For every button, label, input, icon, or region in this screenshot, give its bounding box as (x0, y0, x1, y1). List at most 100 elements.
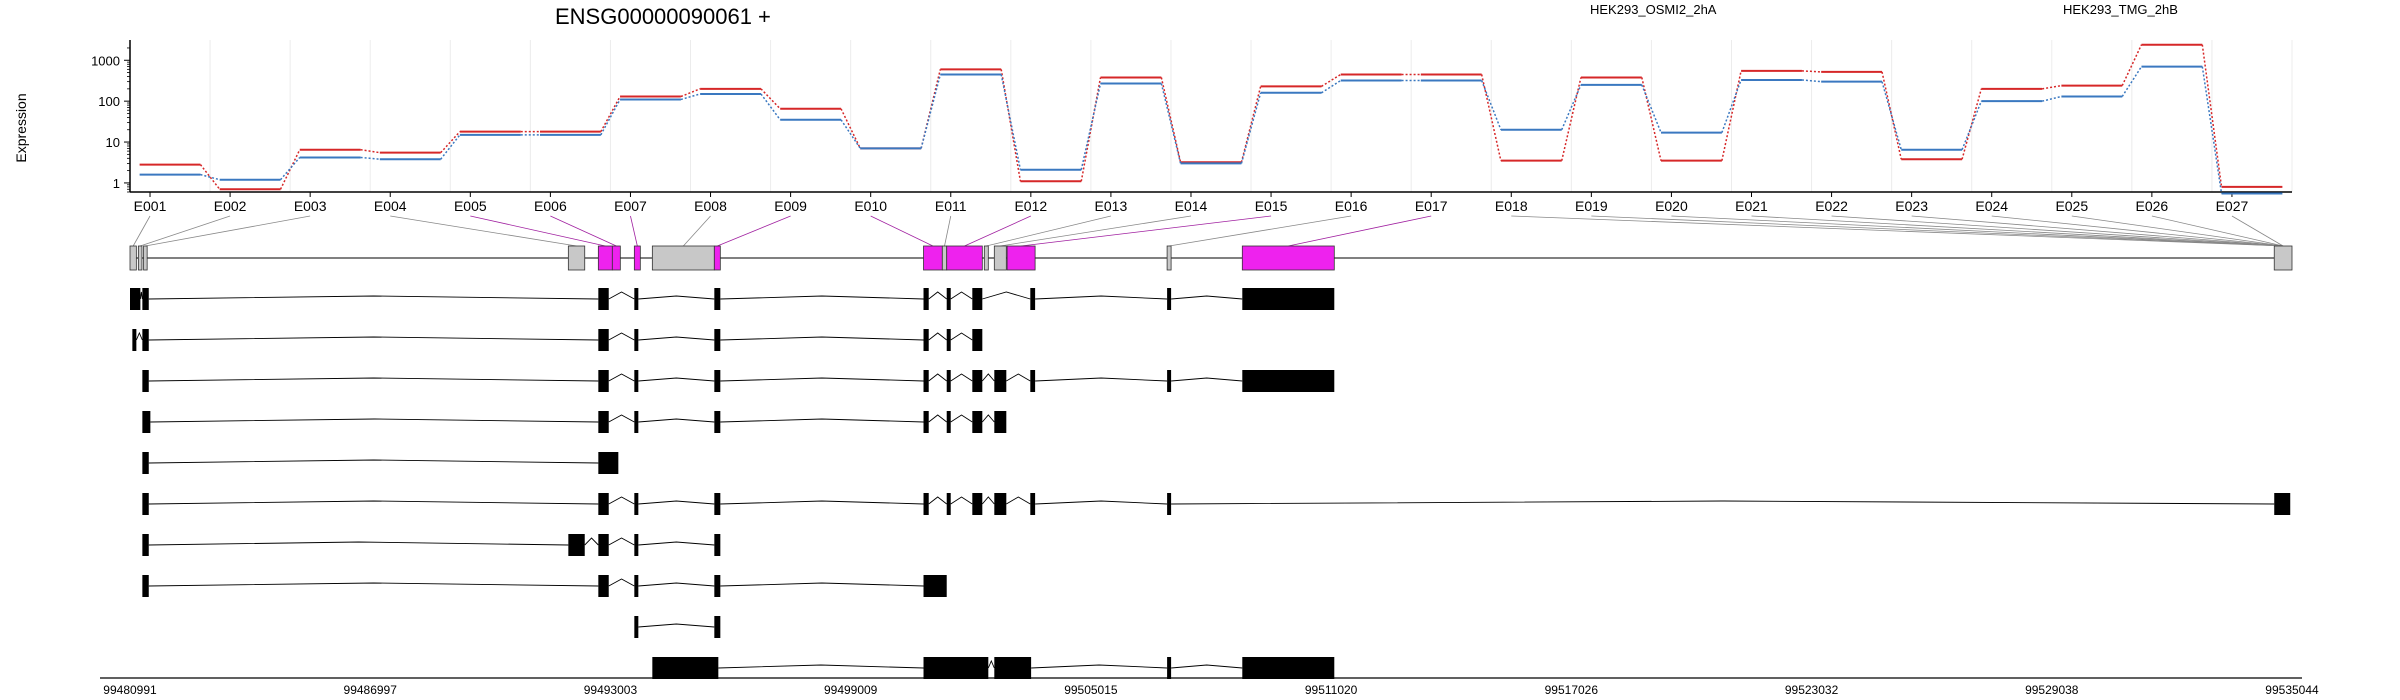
transcript-exon (972, 411, 983, 433)
gene-exon (941, 245, 948, 271)
series-1-connector (840, 108, 861, 149)
gene-exon (143, 245, 148, 271)
exon-connector-line (1831, 215, 2284, 247)
transcript-exon (714, 288, 721, 310)
exon-connector-line (1591, 215, 2284, 247)
gene-exon (567, 245, 586, 271)
transcript-track-8 (142, 575, 947, 597)
exon-label-e018: E018 (1495, 198, 1528, 214)
exon-connector-line (470, 215, 606, 247)
exon-connector-line (1511, 215, 2284, 247)
series-1-connector (1961, 88, 1983, 160)
series-1-connector (360, 148, 380, 154)
transcript-intron (608, 373, 635, 382)
genome-coordinate-label: 99523032 (1785, 683, 1839, 697)
exon-connector-line (1751, 215, 2284, 247)
series-1-connector (279, 149, 301, 190)
transcript-exon (994, 370, 1007, 392)
transcript-exon (714, 493, 721, 515)
transcript-intron (638, 377, 715, 382)
series-2-connector (2201, 66, 2223, 194)
transcript-intron (720, 582, 924, 587)
gene-exon (611, 245, 621, 271)
gene-exon (1166, 245, 1172, 271)
transcript-exon (923, 329, 929, 351)
transcript-intron (950, 291, 973, 300)
transcript-exon (923, 370, 929, 392)
series-1-connector (1881, 71, 1902, 160)
transcript-exon (714, 370, 721, 392)
transcript-intron (148, 582, 599, 587)
transcript-exon (946, 411, 951, 433)
exon-label-e015: E015 (1255, 198, 1288, 214)
gene-exon (129, 245, 137, 271)
genome-coordinate-label: 99505015 (1064, 683, 1118, 697)
transcript-tracks (130, 288, 2291, 679)
transcript-exon (714, 411, 721, 433)
transcript-exon (946, 288, 951, 310)
gene-exon (993, 245, 1007, 271)
exon-connector-line (630, 215, 638, 247)
transcript-exon (923, 288, 929, 310)
transcript-exon (598, 411, 609, 433)
transcript-intron (928, 291, 947, 300)
transcript-exon (2274, 493, 2291, 515)
series-2-connector (1080, 83, 1102, 170)
exon-label-e023: E023 (1895, 198, 1928, 214)
transcript-intron (608, 291, 635, 300)
genome-coordinate-label: 99486997 (344, 683, 398, 697)
transcript-exon (994, 411, 1007, 433)
transcript-exon (598, 329, 609, 351)
transcript-exon (1030, 370, 1036, 392)
transcript-intron (608, 332, 635, 341)
transcript-exon (142, 288, 149, 310)
legend-series-1: HEK293_OSMI2_2hA (1590, 2, 1717, 17)
exon-label-e003: E003 (294, 198, 327, 214)
exon-label-e027: E027 (2216, 198, 2249, 214)
transcript-intron (1035, 500, 1168, 505)
transcript-intron (638, 500, 715, 505)
series-2-connector (760, 93, 781, 121)
exon-label-e020: E020 (1655, 198, 1688, 214)
exon-connector-line (390, 215, 577, 247)
transcript-exon (132, 329, 137, 351)
transcript-intron (981, 496, 995, 505)
transcript-intron (1171, 377, 1243, 382)
transcript-exon (972, 370, 983, 392)
transcript-exon (1167, 657, 1172, 679)
transcript-intron (928, 373, 947, 382)
exon-label-e021: E021 (1735, 198, 1768, 214)
exon-connector-line (1671, 215, 2284, 247)
transcript-exon (598, 452, 619, 474)
exon-label-e006: E006 (534, 198, 567, 214)
genome-coordinate-label: 99493003 (584, 683, 638, 697)
gene-exon (946, 245, 983, 271)
transcript-intron (608, 537, 635, 546)
series-2-connector (1000, 74, 1022, 170)
gene-exon (713, 245, 721, 271)
exon-labels: E001 E002 E003 E004 E005 E006 E007 E008 E009 E010… (134, 198, 2249, 214)
exon-connector-line (2071, 215, 2284, 247)
genome-coordinate-label: 99480991 (103, 683, 157, 697)
series-2-connector (200, 173, 220, 181)
series-1-connector (760, 88, 781, 110)
transcript-exon (946, 329, 951, 351)
transcript-track-5 (142, 452, 619, 474)
transcript-exon (946, 370, 951, 392)
transcript-intron (135, 331, 143, 341)
transcript-intron (1006, 496, 1031, 505)
transcript-track-7 (142, 534, 721, 556)
transcript-intron (148, 541, 569, 546)
exon-label-e017: E017 (1415, 198, 1448, 214)
transcript-exon (142, 452, 149, 474)
series-2-connector (1721, 79, 1742, 133)
exon-label-e012: E012 (1014, 198, 1047, 214)
y-tick-label: 1000 (91, 53, 120, 68)
transcript-intron (720, 500, 924, 505)
series-layer (139, 43, 2283, 195)
transcript-exon (634, 575, 639, 597)
transcript-track-10 (652, 657, 1335, 679)
transcript-exon (568, 534, 585, 556)
transcript-intron (1171, 500, 2275, 505)
exon-connector-line (717, 215, 791, 247)
